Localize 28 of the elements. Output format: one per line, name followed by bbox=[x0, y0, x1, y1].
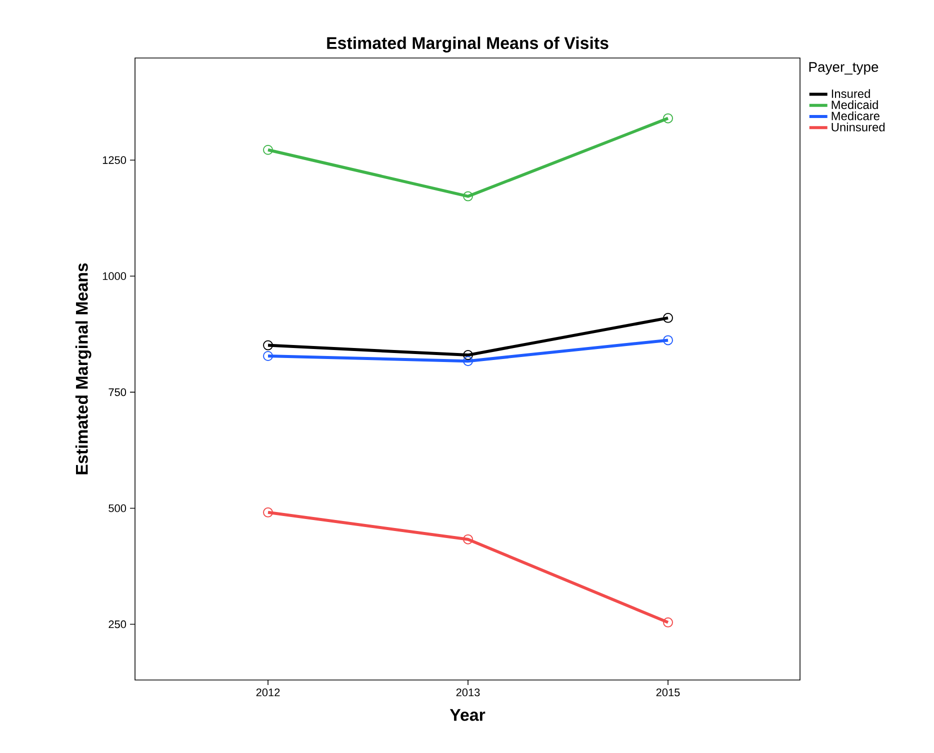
x-tick-label: 2015 bbox=[656, 688, 680, 696]
point bbox=[463, 191, 474, 202]
legend-label: Medicare bbox=[832, 111, 880, 120]
point bbox=[663, 335, 674, 346]
point bbox=[663, 617, 674, 628]
point bbox=[263, 507, 274, 518]
point bbox=[663, 113, 674, 124]
y-tick-label: 750 bbox=[108, 388, 126, 396]
legend-label: Uninsured bbox=[832, 122, 885, 132]
point bbox=[263, 350, 274, 361]
x-tick-label: 2013 bbox=[456, 688, 480, 696]
point bbox=[263, 144, 274, 155]
y-tick-label: 1000 bbox=[102, 272, 126, 280]
x-tick-label: 2012 bbox=[256, 688, 280, 696]
point bbox=[663, 312, 674, 323]
point bbox=[463, 534, 474, 544]
legend-label: Medicaid bbox=[832, 100, 878, 110]
legend-title: Payer_type bbox=[809, 62, 878, 75]
y-tick-label: 1250 bbox=[102, 156, 126, 164]
chart-title: Estimated Marginal Means of Visits bbox=[327, 36, 608, 52]
y-axis-title: Estimated Marginal Means bbox=[75, 263, 92, 474]
y-tick-label: 250 bbox=[108, 620, 126, 628]
point bbox=[463, 356, 474, 366]
y-tick-label: 500 bbox=[108, 504, 126, 512]
point bbox=[263, 340, 274, 350]
legend-label: Insured bbox=[832, 89, 870, 98]
x-axis-title: Year bbox=[450, 709, 486, 721]
point bbox=[463, 350, 474, 360]
